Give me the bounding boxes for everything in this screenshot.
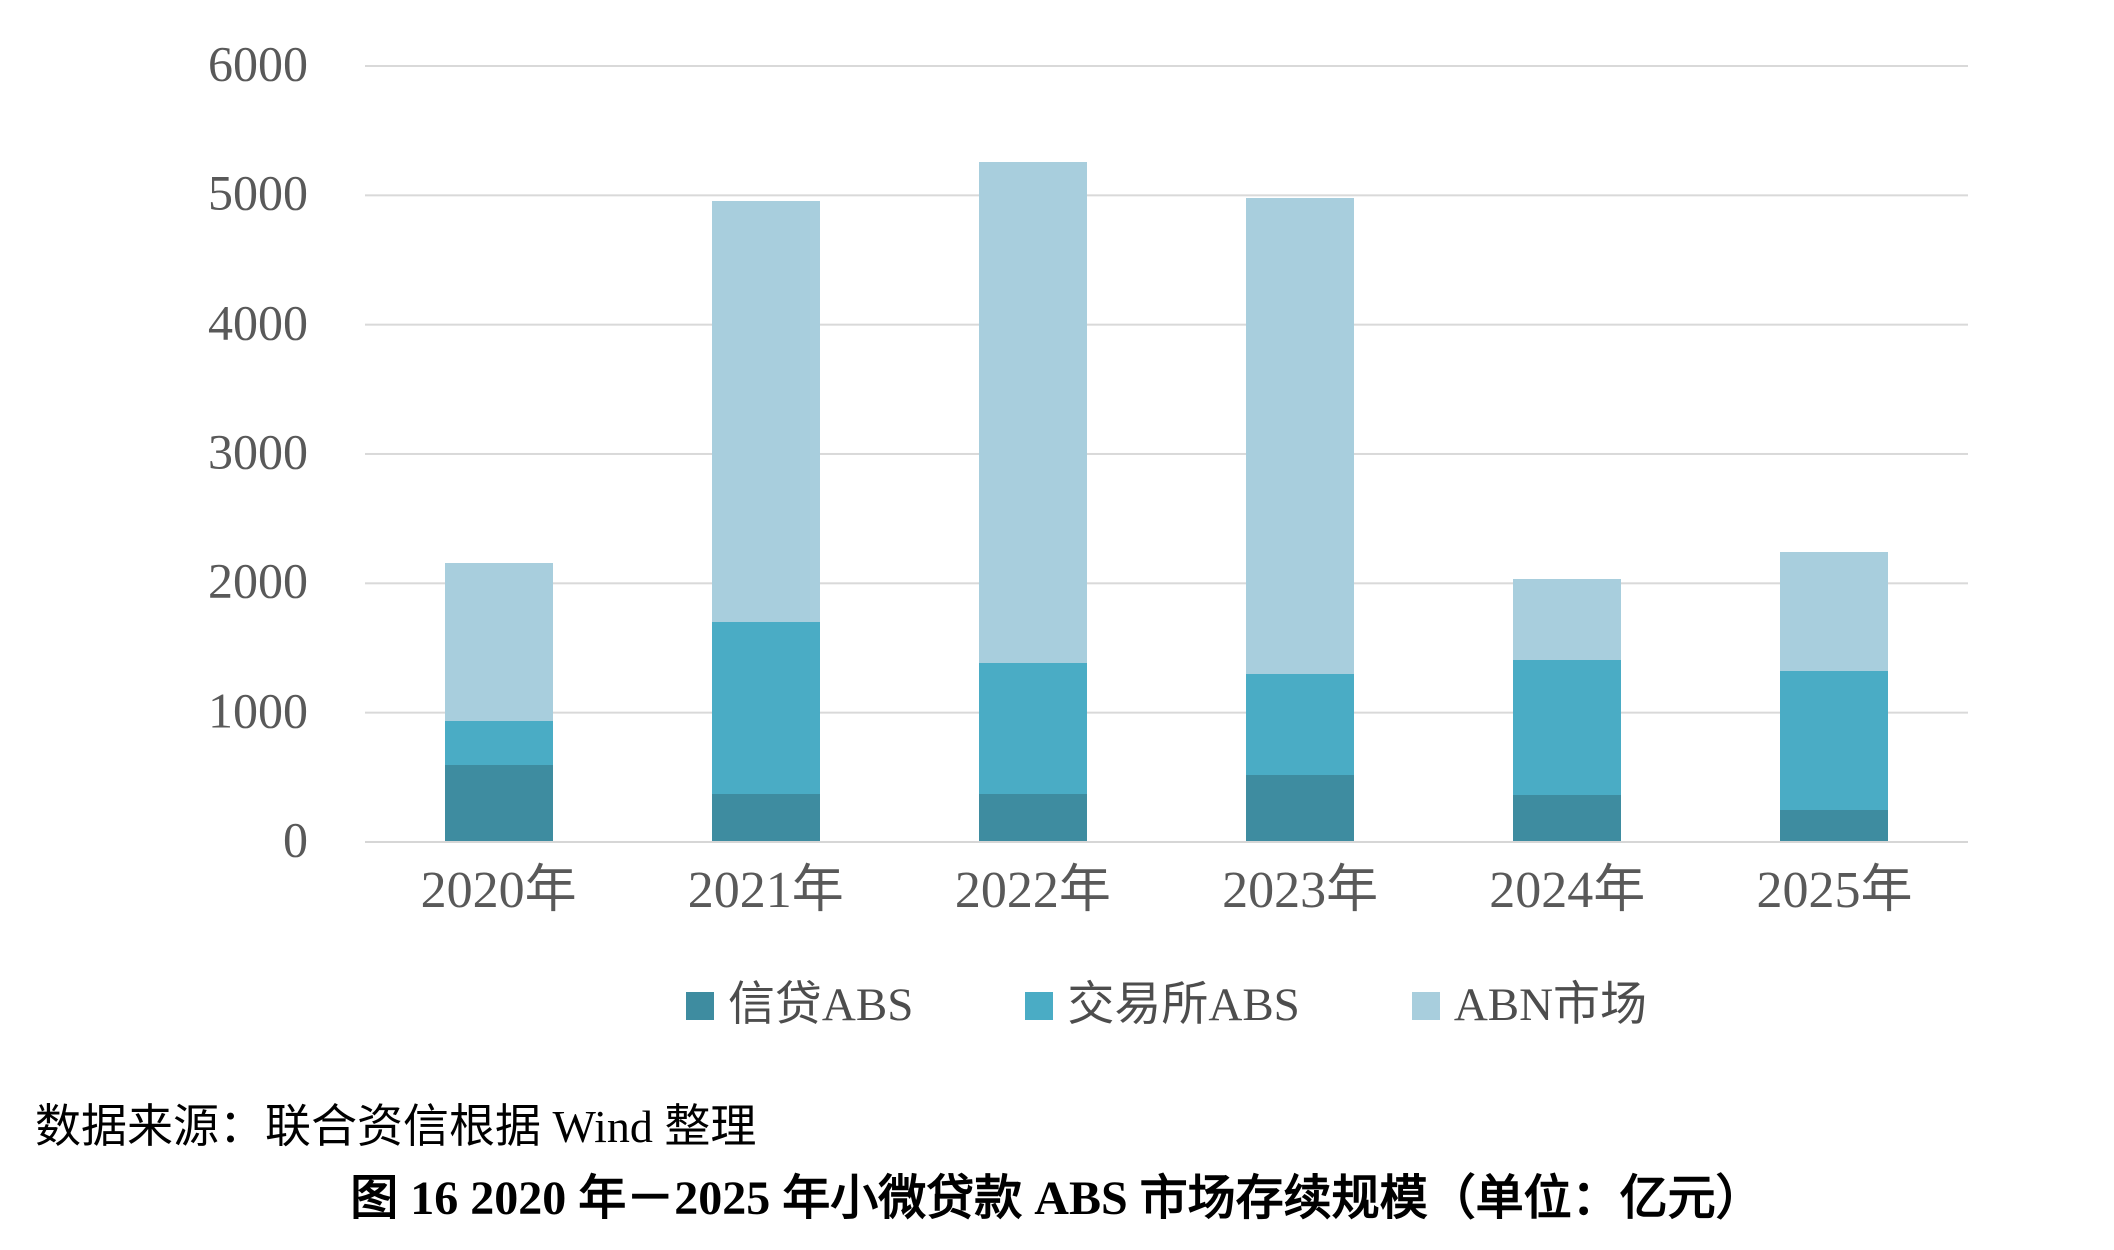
x-tick-label: 2025年 bbox=[1756, 862, 1913, 919]
bar-series-container bbox=[365, 65, 1968, 841]
legend-label: 交易所ABS bbox=[1067, 979, 1300, 1031]
bar-segment bbox=[444, 720, 553, 765]
bar-segment bbox=[1513, 579, 1622, 660]
x-axis: 2020年 2021年 2022年 2023年 2024年 2025年 bbox=[365, 862, 1968, 919]
bar-segment bbox=[1246, 198, 1355, 675]
bar-segment bbox=[1246, 674, 1355, 775]
stacked-bar bbox=[978, 162, 1087, 841]
legend-item: ABN市场 bbox=[1411, 979, 1648, 1031]
bar-segment bbox=[978, 794, 1087, 841]
bar-segment bbox=[711, 200, 820, 623]
stacked-bar bbox=[711, 200, 820, 841]
bar-segment bbox=[1513, 795, 1622, 841]
y-tick-label: 4000 bbox=[208, 294, 308, 351]
legend-swatch bbox=[1025, 991, 1054, 1020]
category-slot bbox=[632, 65, 899, 841]
bar-segment bbox=[444, 764, 553, 841]
y-axis: 0 1000 2000 3000 4000 5000 6000 bbox=[0, 0, 308, 900]
x-tick-label: 2020年 bbox=[420, 862, 577, 919]
legend-label: 信贷ABS bbox=[727, 979, 914, 1031]
bar-segment bbox=[711, 794, 820, 841]
category-slot bbox=[1701, 65, 1968, 841]
y-tick-label: 0 bbox=[283, 811, 308, 868]
x-tick-label: 2022年 bbox=[954, 862, 1111, 919]
x-tick-label: 2023年 bbox=[1222, 862, 1379, 919]
category-slot bbox=[899, 65, 1166, 841]
y-tick-label: 6000 bbox=[208, 35, 308, 92]
legend-item: 信贷ABS bbox=[685, 979, 914, 1031]
y-tick-label: 2000 bbox=[208, 552, 308, 609]
category-slot bbox=[1167, 65, 1434, 841]
stacked-bar bbox=[1513, 579, 1622, 841]
bar-segment bbox=[1513, 659, 1622, 796]
stacked-bar bbox=[1780, 552, 1889, 841]
legend-swatch bbox=[1411, 991, 1440, 1020]
bar-segment bbox=[1780, 810, 1889, 841]
legend-item: 交易所ABS bbox=[1025, 979, 1300, 1031]
y-tick-label: 1000 bbox=[208, 682, 308, 739]
bar-segment bbox=[1780, 552, 1889, 671]
category-slot bbox=[365, 65, 632, 841]
y-tick-label: 3000 bbox=[208, 423, 308, 480]
bar-segment bbox=[1780, 671, 1889, 810]
bar-segment bbox=[444, 562, 553, 721]
x-tick-label: 2024年 bbox=[1489, 862, 1646, 919]
category-slot bbox=[1434, 65, 1701, 841]
stacked-bar bbox=[444, 562, 553, 841]
figure-caption: 图 16 2020 年－2025 年小微贷款 ABS 市场存续规模（单位：亿元） bbox=[350, 1172, 1764, 1225]
bar-segment bbox=[978, 662, 1087, 795]
stacked-bar bbox=[1246, 198, 1355, 841]
y-tick-label: 5000 bbox=[208, 164, 308, 221]
bar-segment bbox=[711, 622, 820, 795]
bar-segment bbox=[1246, 775, 1355, 841]
legend-label: ABN市场 bbox=[1453, 979, 1648, 1031]
legend-swatch bbox=[685, 991, 714, 1020]
plot-area bbox=[365, 65, 1968, 843]
source-note: 数据来源：联合资信根据 Wind 整理 bbox=[35, 1101, 757, 1152]
bar-segment bbox=[978, 162, 1087, 663]
x-tick-label: 2021年 bbox=[687, 862, 844, 919]
legend: 信贷ABS 交易所ABS ABN市场 bbox=[365, 982, 1968, 1029]
